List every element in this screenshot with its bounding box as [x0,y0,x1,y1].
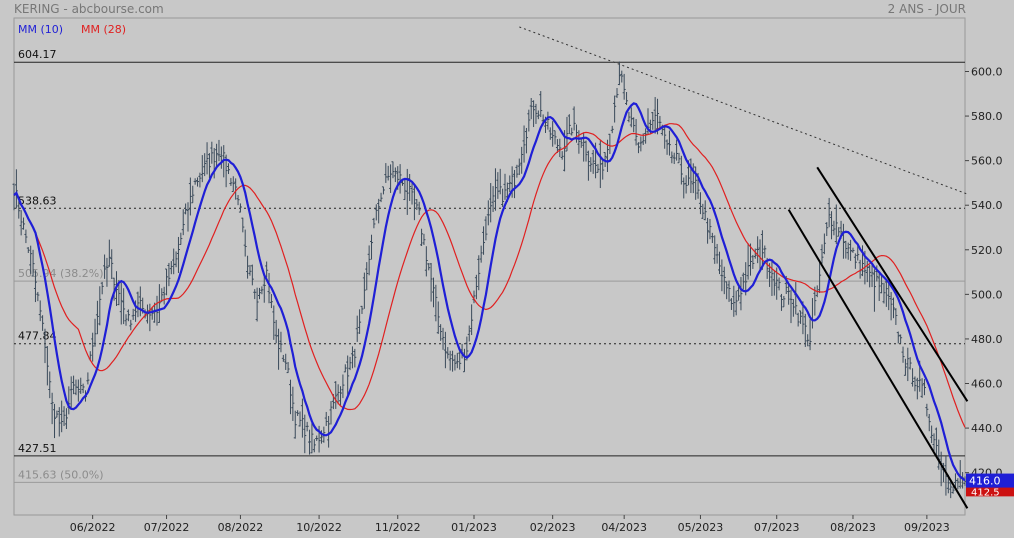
x-tick-label: 10/2022 [296,521,342,534]
level-label-5: 415.63 (50.0%) [18,468,104,481]
x-tick-label: 06/2022 [70,521,116,534]
y-tick-label: 540.0 [971,199,1003,212]
last-price-tag [966,473,1014,488]
x-tick-label: 05/2023 [678,521,724,534]
x-tick-label: 07/2023 [754,521,800,534]
price-bars [12,61,967,499]
y-tick-label: 480.0 [971,333,1003,346]
x-tick-label: 02/2023 [530,521,576,534]
x-tick-label: 01/2023 [451,521,497,534]
x-tick-label: 11/2022 [375,521,421,534]
x-tick-label: 08/2022 [218,521,264,534]
y-tick-label: 600.0 [971,65,1003,78]
chart-title: KERING - abcbourse.com [14,2,164,16]
level-label-2: 505.94 (38.2%) [18,267,104,280]
level-label-0: 604.17 [18,48,57,61]
x-tick-label: 07/2022 [144,521,190,534]
y-tick-label: 520.0 [971,244,1003,257]
mm28-value-tag [966,486,1014,497]
legend-item-0: MM (10) [18,23,63,36]
y-tick-label: 580.0 [971,110,1003,123]
level-label-3: 477.84 [18,330,57,343]
x-tick-label: 04/2023 [601,521,647,534]
mm10-line [13,102,966,482]
trendline-1 [816,166,969,402]
trendline-2 [787,209,969,509]
legend-item-1: MM (28) [81,23,126,36]
last-price-text: 416.0 [969,475,1001,488]
level-label-4: 427.51 [18,442,57,455]
x-tick-label: 09/2023 [904,521,950,534]
y-tick-label: 460.0 [971,378,1003,391]
y-tick-label: 440.0 [971,422,1003,435]
y-tick-label: 500.0 [971,288,1003,301]
trendline-0 [519,26,968,195]
plot-frame [13,17,966,516]
x-tick-label: 08/2023 [830,521,876,534]
y-tick-label: 560.0 [971,155,1003,168]
mm28-line [13,123,966,428]
mm28-value-text: 412.5 [971,487,1000,498]
level-label-1: 538.63 [18,194,57,207]
period-label: 2 ANS - JOUR [887,2,966,16]
